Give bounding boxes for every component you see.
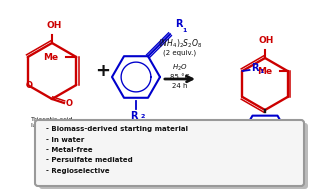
Text: $(NH_4)_2S_2O_8$: $(NH_4)_2S_2O_8$ — [158, 38, 202, 50]
Text: R: R — [251, 63, 259, 73]
Text: OH: OH — [258, 36, 274, 45]
Text: 1: 1 — [259, 70, 264, 74]
Text: 2: 2 — [270, 170, 274, 175]
Text: O: O — [25, 81, 32, 90]
Text: 1: 1 — [182, 28, 186, 33]
Text: R: R — [259, 167, 267, 177]
Text: OH: OH — [46, 21, 62, 30]
Text: 85 °C: 85 °C — [170, 74, 190, 80]
Text: - Metal-free: - Metal-free — [46, 147, 93, 153]
Text: R: R — [175, 19, 183, 29]
Text: $H_2O$: $H_2O$ — [172, 63, 188, 73]
Text: Me: Me — [257, 67, 272, 75]
Text: - Regioselective: - Regioselective — [46, 168, 110, 174]
FancyBboxPatch shape — [35, 120, 304, 186]
Text: Me: Me — [43, 53, 58, 61]
FancyBboxPatch shape — [39, 123, 308, 189]
Text: R: R — [130, 111, 138, 121]
Text: - Persulfate mediated: - Persulfate mediated — [46, 157, 133, 163]
Text: - Biomass-derived starting material: - Biomass-derived starting material — [46, 126, 188, 132]
Text: +: + — [95, 62, 110, 80]
Text: - In water: - In water — [46, 136, 84, 143]
Text: O: O — [65, 99, 73, 108]
Text: (2 equiv.): (2 equiv.) — [163, 50, 197, 56]
Text: 2: 2 — [141, 114, 145, 119]
Text: Triacetic acid
lactone (TAL): Triacetic acid lactone (TAL) — [31, 117, 73, 128]
Text: 24 h: 24 h — [172, 83, 188, 89]
